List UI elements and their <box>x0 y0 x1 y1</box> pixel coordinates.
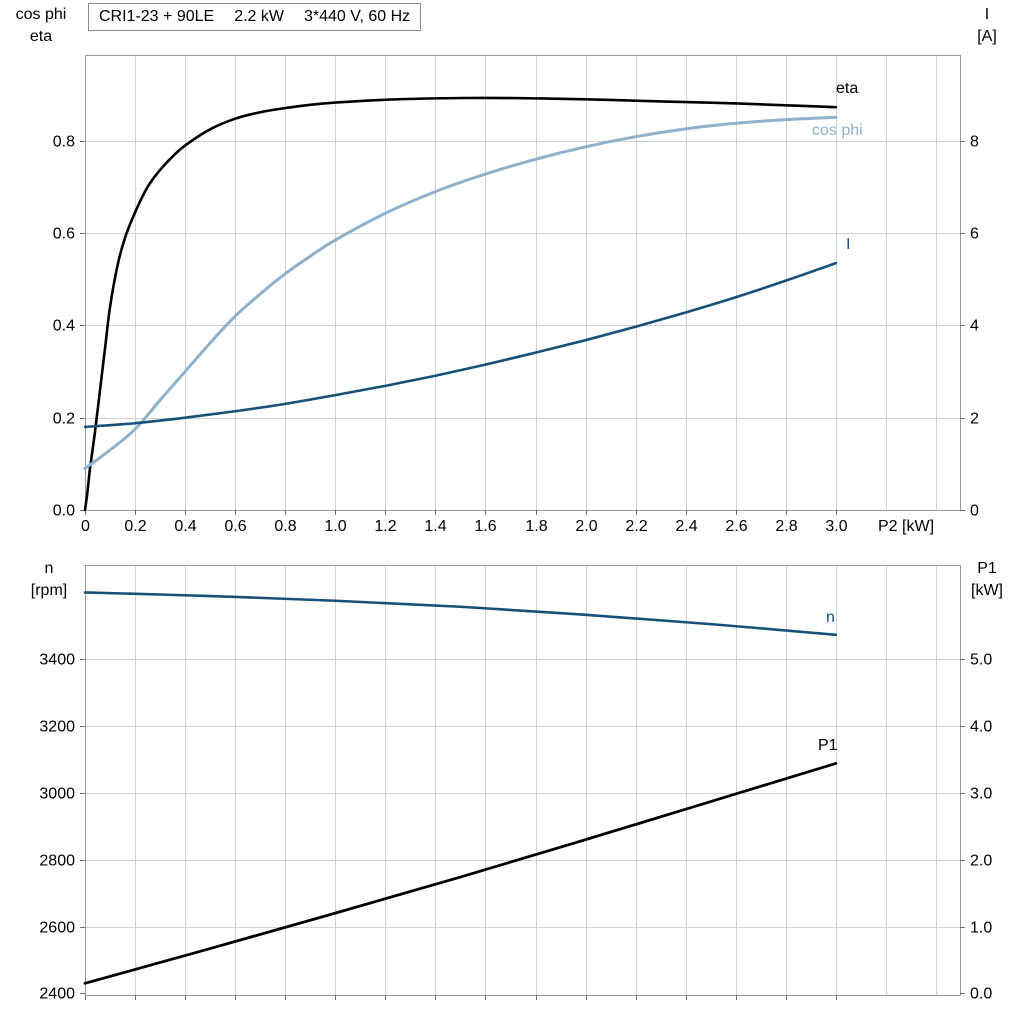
tick-label: 4.0 <box>970 719 992 736</box>
tick-label: 0.4 <box>174 518 196 535</box>
top-chart: 0 0.2 0.4 0.6 0.8 1.0 1.2 1.4 1.6 1.8 2.0 2.2 2.4 2.6… <box>53 55 979 535</box>
bottom-ticks: 2400 2600 2800 3000 3200 3400 0.0 1.0 2.0 3.0 4.0 5… <box>39 652 992 1003</box>
tick-label: 3.0 <box>825 518 847 535</box>
bottom-frame <box>85 565 961 996</box>
tick-label: 0.0 <box>970 986 992 1003</box>
curve-label-cos-phi: cos phi <box>812 122 863 139</box>
tick-label: 0 <box>970 503 979 520</box>
tick-label: 2400 <box>39 986 75 1003</box>
curve-n <box>83 591 838 637</box>
supply-voltage-label: 3*440 V, 60 Hz <box>303 8 411 25</box>
top-right-axis-title: I [A] <box>960 4 1014 48</box>
top-gridlines <box>85 55 960 510</box>
curve-i <box>83 261 838 429</box>
tick-label: 2800 <box>39 853 75 870</box>
curve-eta <box>83 96 838 512</box>
curve-label-eta: eta <box>836 80 859 97</box>
pump-model-label: CRI1-23 + 90LE <box>99 8 215 25</box>
cos-phi-axis-label: cos phi <box>15 6 67 23</box>
tick-label: 3000 <box>39 786 75 803</box>
bottom-chart: 2400 2600 2800 3000 3200 3400 0.0 1.0 2.0 3.0 4.0 5… <box>39 565 992 1003</box>
tick-label: 0.8 <box>274 518 296 535</box>
top-left-axis-title: cos phi eta <box>4 4 78 48</box>
top-frame <box>85 55 961 511</box>
tick-label: 2.0 <box>970 853 992 870</box>
tick-label: 2.6 <box>725 518 747 535</box>
tick-label: 0.6 <box>224 518 246 535</box>
tick-label: 5.0 <box>970 652 992 669</box>
tick-label: 2.8 <box>775 518 797 535</box>
tick-label: 0.2 <box>124 518 146 535</box>
x-axis-label: P2 [kW] <box>878 518 934 535</box>
tick-label: 2.4 <box>675 518 697 535</box>
bottom-left-axis-title: n [rpm] <box>18 558 80 602</box>
tick-label: 3.0 <box>970 786 992 803</box>
tick-label: 0.8 <box>53 134 75 151</box>
tick-label: 2.0 <box>575 518 597 535</box>
curve-p1 <box>83 762 838 985</box>
tick-label: 0.2 <box>53 411 75 428</box>
speed-axis-unit: [rpm] <box>30 582 68 599</box>
curve-label-p1: P1 <box>818 737 838 754</box>
tick-label: 4 <box>970 318 979 335</box>
motor-power-label: 2.2 kW <box>234 8 284 25</box>
tick-label: 6 <box>970 226 979 243</box>
tick-label: 3200 <box>39 719 75 736</box>
p1-axis-label: P1 <box>977 560 997 577</box>
tick-label: 0.0 <box>53 503 75 520</box>
current-axis-unit: [A] <box>977 28 997 45</box>
tick-label: 1.0 <box>970 920 992 937</box>
tick-label: 8 <box>970 134 979 151</box>
tick-label: 2.2 <box>625 518 647 535</box>
tick-label: 0 <box>81 518 90 535</box>
tick-label: 1.2 <box>374 518 396 535</box>
curve-label-speed: n <box>826 609 835 626</box>
eta-axis-label: eta <box>29 28 53 45</box>
speed-axis-label: n <box>44 560 54 577</box>
bottom-right-axis-title: P1 [kW] <box>960 558 1014 602</box>
curve-label-current: I <box>846 236 851 253</box>
tick-label: 1.8 <box>525 518 547 535</box>
tick-label: 0.6 <box>53 226 75 243</box>
tick-label: 1.0 <box>324 518 346 535</box>
tick-label: 1.6 <box>474 518 496 535</box>
tick-label: 2 <box>970 411 979 428</box>
tick-label: 3400 <box>39 652 75 669</box>
current-axis-label: I <box>984 6 990 23</box>
tick-label: 1.4 <box>424 518 446 535</box>
chart-title-box: CRI1-23 + 90LE 2.2 kW 3*440 V, 60 Hz <box>88 3 422 31</box>
curve-cos-phi <box>83 115 838 470</box>
tick-label: 2600 <box>39 920 75 937</box>
p1-axis-unit: [kW] <box>971 582 1003 599</box>
bottom-gridlines <box>85 565 960 995</box>
tick-label: 0.4 <box>53 318 75 335</box>
top-ticks: 0 0.2 0.4 0.6 0.8 1.0 1.2 1.4 1.6 1.8 2.0 2.2 2.4 2.6… <box>53 134 979 536</box>
